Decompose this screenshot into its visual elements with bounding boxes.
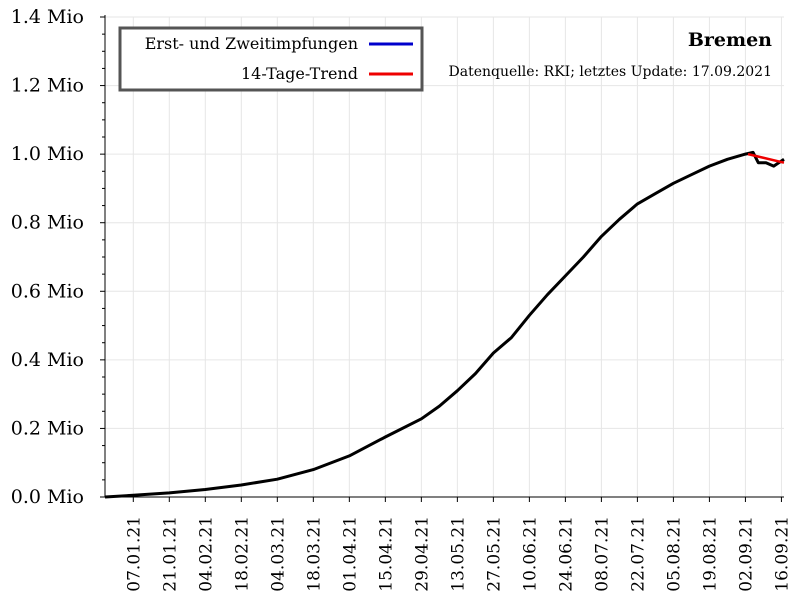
chart-title: Bremen xyxy=(688,29,772,51)
x-tick-label: 01.04.21 xyxy=(340,516,360,592)
x-tick-label: 21.01.21 xyxy=(160,516,180,592)
y-tick-label: 0.6 Mio xyxy=(11,280,84,302)
x-tick-label: 19.08.21 xyxy=(700,516,720,592)
y-tick-labels: 0.0 Mio 0.2 Mio 0.4 Mio 0.6 Mio 0.8 Mio 1.0 M… xyxy=(11,6,84,508)
x-tick-label: 24.06.21 xyxy=(556,516,576,592)
chart-subtitle: Datenquelle: RKI; letztes Update: 17.09.… xyxy=(449,64,772,80)
x-tick-label: 29.04.21 xyxy=(412,516,432,592)
y-tick-label: 1.0 Mio xyxy=(11,143,84,165)
series xyxy=(104,150,785,499)
x-tick-label: 18.03.21 xyxy=(304,516,324,592)
x-tick-label: 04.03.21 xyxy=(268,516,288,592)
x-tick-label: 18.02.21 xyxy=(232,516,252,592)
legend-label-trend: 14-Tage-Trend xyxy=(241,64,358,83)
x-tick-label: 22.07.21 xyxy=(628,516,648,592)
legend-box xyxy=(118,26,424,92)
y-tick-label: 0.4 Mio xyxy=(11,349,84,371)
y-tick-label: 1.2 Mio xyxy=(11,75,84,97)
x-tick-label: 13.05.21 xyxy=(448,516,468,592)
x-tick-label: 16.09.21 xyxy=(772,516,792,592)
legend: Erst- und Zweitimpfungen 14-Tage-Trend xyxy=(118,26,424,92)
y-tick-label: 0.0 Mio xyxy=(11,486,84,508)
y-tick-label: 0.8 Mio xyxy=(11,212,84,234)
x-tick-label: 05.08.21 xyxy=(664,516,684,592)
grid xyxy=(105,16,784,498)
y-tick-label: 0.2 Mio xyxy=(11,417,84,439)
x-tick-label: 15.04.21 xyxy=(376,516,396,592)
series-line-vaccinations xyxy=(104,150,785,499)
x-tick-label: 04.02.21 xyxy=(196,516,216,592)
x-tick-label: 27.05.21 xyxy=(484,516,504,592)
x-tick-labels: 07.01.21 21.01.21 04.02.21 18.02.21 04.03.21… xyxy=(124,516,792,592)
series-line-trend xyxy=(747,152,785,164)
y-tick-label: 1.4 Mio xyxy=(11,6,84,28)
axes xyxy=(100,15,784,502)
x-tick-label: 08.07.21 xyxy=(592,516,612,592)
x-tick-label: 02.09.21 xyxy=(736,516,756,592)
x-tick-label: 07.01.21 xyxy=(124,516,144,592)
x-tick-label: 10.06.21 xyxy=(520,516,540,592)
legend-label-vaccinations: Erst- und Zweitimpfungen xyxy=(145,34,358,53)
